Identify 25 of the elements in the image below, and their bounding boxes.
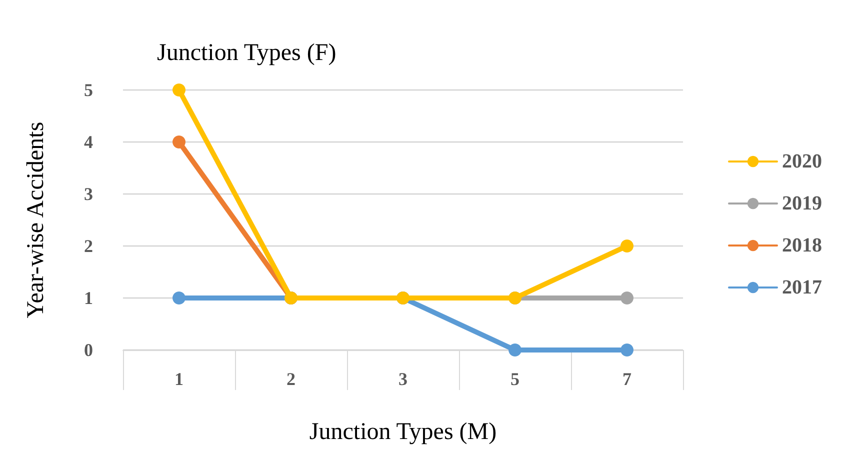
legend-label: 2018	[782, 234, 822, 256]
point	[508, 344, 522, 356]
point	[172, 136, 186, 148]
x-tick-label: 7	[622, 369, 632, 389]
y-axis-title: Year-wise Accidents	[23, 122, 49, 318]
x-tick-label: 5	[510, 369, 520, 389]
y-tick-label: 3	[84, 184, 93, 204]
y-tick-label: 1	[84, 288, 93, 308]
x-axis-title: Junction Types (M)	[309, 419, 497, 445]
y-tick-label: 2	[84, 236, 93, 256]
legend-label: 2020	[782, 150, 822, 172]
y-tick-label: 0	[84, 340, 93, 360]
x-tick-label: 3	[398, 369, 408, 389]
legend-label: 2019	[782, 192, 822, 214]
y-tick-label: 4	[84, 132, 93, 152]
point	[172, 84, 186, 96]
x-tick-label: 1	[174, 369, 184, 389]
point	[620, 344, 634, 356]
point	[620, 292, 634, 304]
legend-label: 2017	[782, 276, 822, 298]
point	[620, 240, 634, 252]
y-tick-label: 5	[84, 80, 93, 100]
point	[172, 292, 186, 304]
x-tick-label: 2	[286, 369, 296, 389]
chart-title: Junction Types (F)	[157, 40, 336, 66]
